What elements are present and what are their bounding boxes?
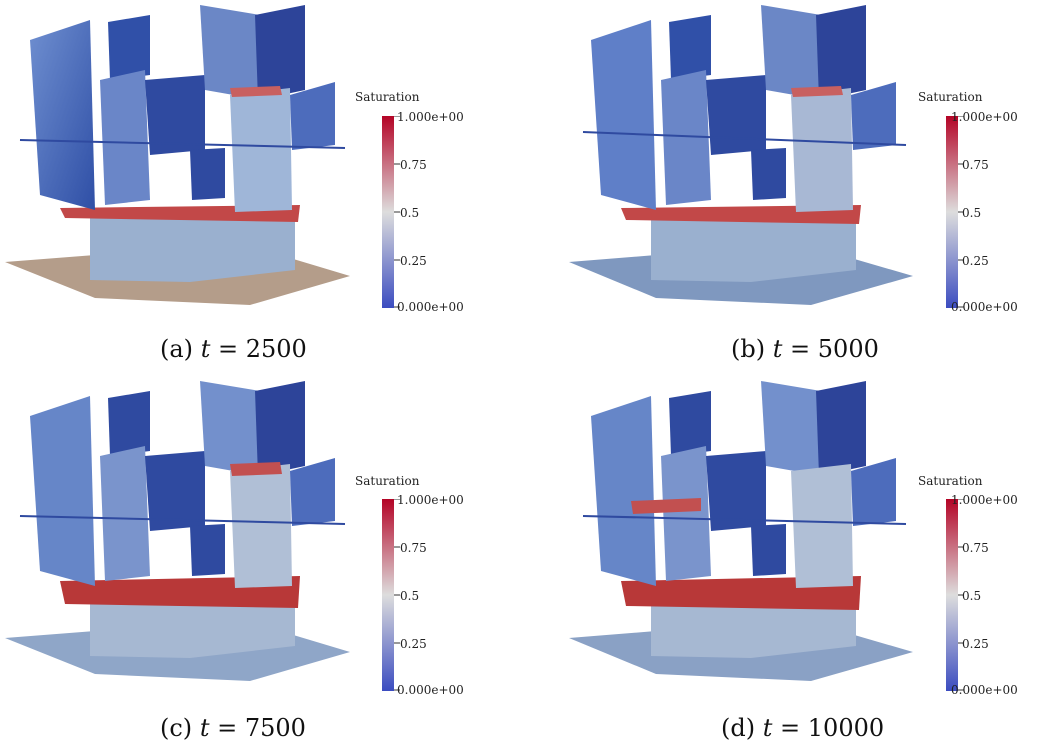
colorbar-tick: 0.75	[400, 541, 427, 555]
colorbar-tick: 0.5	[400, 206, 420, 220]
colorbar-tick: 0.000e+00	[397, 300, 464, 314]
panel-caption: (a) t = 2500	[160, 335, 307, 363]
colorbar-tick: 0.5	[962, 206, 982, 220]
colorbar-tick: 0.25	[400, 637, 427, 651]
colorbar-title: Saturation	[918, 90, 983, 104]
figure-panel-b: Saturation 1.000e+00 0.75 0.5 0.25 0.000…	[521, 0, 1042, 376]
colorbar-tick: 1.000e+00	[397, 110, 464, 124]
saturation-render-c	[5, 381, 350, 681]
colorbar-tick: 0.75	[962, 541, 989, 555]
colorbar-tick: 0.5	[400, 589, 420, 603]
figure-panel-c: Saturation 1.000e+00 0.75 0.5 0.25 0.000…	[0, 376, 521, 752]
panel-caption: (b) t = 5000	[731, 335, 879, 363]
figure-panel-d: Saturation 1.000e+00 0.75 0.5 0.25 0.000…	[521, 376, 1042, 752]
saturation-render-b	[569, 5, 913, 305]
colorbar-title: Saturation	[355, 90, 420, 104]
colorbar	[382, 116, 400, 308]
panel-caption: (d) t = 10000	[721, 714, 885, 742]
colorbar-title: Saturation	[918, 474, 983, 488]
figure-panel-a: Saturation 1.000e+00 0.75 0.5 0.25 0.000…	[0, 0, 521, 376]
saturation-render-a	[5, 5, 350, 305]
colorbar-tick: 0.000e+00	[951, 683, 1018, 697]
colorbar-tick: 0.75	[400, 158, 427, 172]
colorbar	[946, 499, 964, 691]
colorbar	[946, 116, 964, 308]
colorbar-tick: 0.25	[962, 254, 989, 268]
colorbar-tick: 0.25	[962, 637, 989, 651]
colorbar-tick: 0.25	[400, 254, 427, 268]
colorbar-tick: 0.000e+00	[951, 300, 1018, 314]
colorbar-tick: 1.000e+00	[951, 110, 1018, 124]
colorbar-tick: 0.000e+00	[397, 683, 464, 697]
saturation-render-d	[569, 381, 913, 681]
colorbar-tick: 1.000e+00	[951, 493, 1018, 507]
colorbar-title: Saturation	[355, 474, 420, 488]
colorbar	[382, 499, 400, 691]
colorbar-tick: 1.000e+00	[397, 493, 464, 507]
colorbar-tick: 0.5	[962, 589, 982, 603]
colorbar-tick: 0.75	[962, 158, 989, 172]
panel-caption: (c) t = 7500	[160, 714, 306, 742]
